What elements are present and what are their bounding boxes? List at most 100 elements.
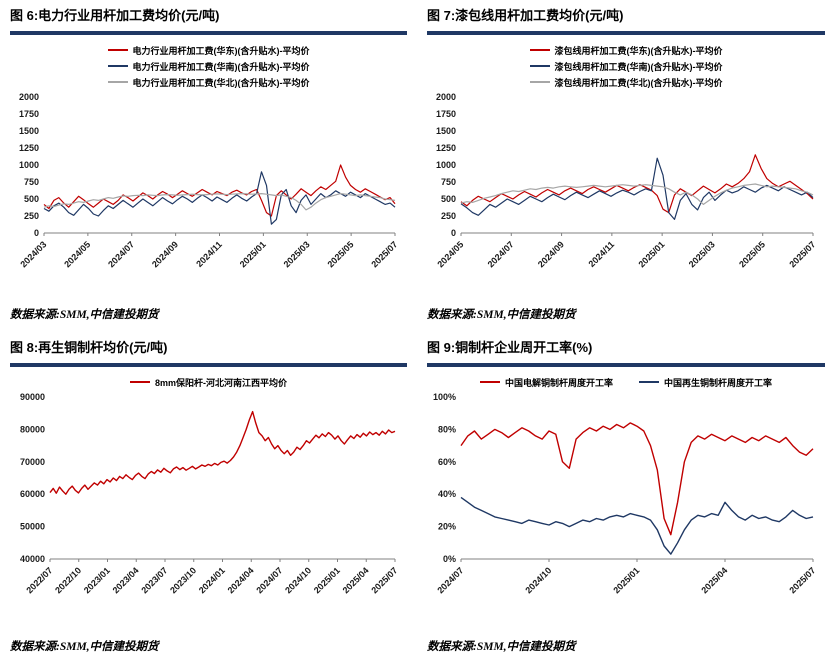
chart-svg: 0 250 500 750 1000 1250 1500 1750 2000 2024/03 202…	[18, 92, 399, 269]
y-tick-label: 500	[24, 194, 39, 204]
y-tick-label: 0	[451, 228, 456, 238]
y-tick-label: 1500	[19, 126, 39, 136]
series-line-1	[460, 496, 814, 555]
series-line-2	[43, 192, 396, 211]
y-tick-label: 70000	[20, 456, 45, 466]
panel-title-fig7: 图 7:漆包线用杆加工费均价(元/吨)	[427, 8, 624, 23]
x-tick-label: 2024/07	[254, 565, 284, 595]
legend-item-0: 中国电解铜制杆周度开工率	[479, 376, 613, 389]
y-tick-label: 750	[24, 177, 39, 187]
x-tick-label: 2024/09	[150, 239, 180, 269]
y-tick-label: 1000	[436, 160, 456, 170]
series-line-0	[49, 410, 396, 495]
x-tick-label: 2025/05	[325, 239, 355, 269]
x-tick-label: 2023/04	[111, 565, 141, 595]
legend-item-0: 8mm保阳杆-河北河南江西平均价	[129, 376, 287, 389]
panel-title-fig9: 图 9:铜制杆企业周开工率(%)	[427, 340, 593, 355]
x-tick-label: 2023/07	[139, 565, 169, 595]
x-tick-label: 2025/04	[699, 565, 729, 595]
source-note-fig7: 数据来源:SMM,中信建投期货	[427, 309, 576, 321]
y-tick-label: 0	[34, 228, 39, 238]
x-tick-label: 2024/01	[197, 565, 227, 595]
source-note-fig8: 数据来源:SMM,中信建投期货	[10, 641, 159, 653]
source-note-fig9: 数据来源:SMM,中信建投期货	[427, 641, 576, 653]
legend-marker	[529, 49, 550, 52]
legend-marker	[529, 81, 550, 84]
legend-label: 中国再生铜制杆周度开工率	[664, 377, 773, 388]
y-tick-label: 20%	[438, 521, 456, 531]
y-tick-label: 60000	[20, 489, 45, 499]
legend-label: 漆包线用杆加工费(华北)(含升贴水)-平均价	[554, 77, 723, 88]
panel-fig9: 图 9:铜制杆企业周开工率(%) 中国电解铜制杆周度开工率 中国再生铜制杆周度开工…	[417, 332, 835, 664]
series-line-2	[460, 182, 814, 205]
legend-marker	[479, 381, 500, 384]
x-tick-label: 2025/07	[787, 565, 817, 595]
chart-legend-fig8: 8mm保阳杆-河北河南江西平均价	[10, 376, 407, 389]
legend-item-1: 漆包线用杆加工费(华南)(含升贴水)-平均价	[529, 60, 723, 73]
chart-svg: 0 250 500 750 1000 1250 1500 1750 2000 2024/05 202…	[435, 92, 817, 269]
chart-plot-fig9: 0% 20% 40% 60% 80% 100% 2024/07 2024/10 2025/01 2…	[427, 391, 825, 608]
y-tick-label: 0%	[443, 554, 456, 564]
x-tick-label: 2024/05	[435, 239, 465, 269]
legend-marker	[639, 381, 659, 384]
x-tick-label: 2024/09	[536, 239, 566, 269]
y-tick-label: 500	[441, 194, 456, 204]
title-rule	[427, 30, 825, 35]
title-rule	[427, 362, 825, 367]
chart-legend-fig7: 漆包线用杆加工费(华东)(含升贴水)-平均价漆包线用杆加工费(华南)(含升贴水)…	[529, 44, 723, 89]
legend-label: 电力行业用杆加工费(华东)(含升贴水)-平均价	[132, 45, 310, 56]
legend-label: 电力行业用杆加工费(华南)(含升贴水)-平均价	[132, 61, 310, 72]
chart-svg: 4000050000600007000080000900002022/07202…	[20, 392, 399, 595]
x-tick-label: 2024/03	[18, 239, 48, 269]
x-tick-label: 2025/01	[238, 239, 268, 269]
legend-label: 漆包线用杆加工费(华东)(含升贴水)-平均价	[554, 45, 723, 56]
series-line-0	[43, 163, 396, 217]
y-tick-label: 2000	[436, 92, 456, 102]
panel-title-fig8: 图 8:再生铜制杆均价(元/吨)	[10, 340, 168, 355]
title-rule	[10, 362, 407, 367]
x-tick-label: 2024/11	[194, 239, 224, 269]
y-tick-label: 1250	[436, 143, 456, 153]
panel-fig7: 图 7:漆包线用杆加工费均价(元/吨) 漆包线用杆加工费(华东)(含升贴水)-平…	[417, 0, 835, 332]
y-tick-label: 750	[441, 177, 456, 187]
x-tick-label: 2024/07	[435, 565, 465, 595]
legend-marker	[529, 65, 550, 68]
legend-item-1: 电力行业用杆加工费(华南)(含升贴水)-平均价	[107, 60, 310, 73]
x-tick-label: 2025/01	[611, 565, 641, 595]
y-tick-label: 2000	[19, 92, 39, 102]
chart-svg: 0% 20% 40% 60% 80% 100% 2024/07 2024/10 2025/01 2…	[433, 392, 817, 595]
x-tick-label: 2022/07	[24, 565, 54, 595]
x-tick-label: 2024/07	[486, 239, 516, 269]
y-tick-label: 60%	[438, 456, 456, 466]
y-tick-label: 100%	[433, 392, 456, 402]
chart-legend-fig9: 中国电解铜制杆周度开工率 中国再生铜制杆周度开工率	[427, 376, 825, 389]
x-tick-label: 2024/04	[226, 565, 256, 595]
legend-item-2: 漆包线用杆加工费(华北)(含升贴水)-平均价	[529, 76, 723, 89]
legend-label: 中国电解铜制杆周度开工率	[504, 377, 613, 388]
x-tick-label: 2025/01	[312, 565, 342, 595]
y-tick-label: 250	[441, 211, 456, 221]
chart-plot-fig7: 0 250 500 750 1000 1250 1500 1750 2000 2024/05 202…	[427, 91, 825, 282]
y-tick-label: 40000	[20, 554, 45, 564]
x-tick-label: 2024/10	[283, 565, 313, 595]
legend-item-0: 漆包线用杆加工费(华东)(含升贴水)-平均价	[529, 44, 723, 57]
y-tick-label: 1500	[436, 126, 456, 136]
x-tick-label: 2025/05	[737, 239, 767, 269]
y-tick-label: 1750	[19, 109, 39, 119]
series-line-0	[460, 421, 814, 535]
legend-item-2: 电力行业用杆加工费(华北)(含升贴水)-平均价	[107, 76, 310, 89]
y-tick-label: 80%	[438, 424, 456, 434]
y-tick-label: 40%	[438, 489, 456, 499]
y-tick-label: 1000	[19, 160, 39, 170]
series-line-1	[43, 170, 396, 225]
chart-legend-fig6: 电力行业用杆加工费(华东)(含升贴水)-平均价 电力行业用杆加工费(华南)(含升贴…	[107, 44, 310, 89]
x-tick-label: 2025/07	[787, 239, 817, 269]
y-tick-label: 90000	[20, 392, 45, 402]
x-tick-label: 2025/01	[636, 239, 666, 269]
x-tick-label: 2025/03	[687, 239, 717, 269]
legend-label: 电力行业用杆加工费(华北)(含升贴水)-平均价	[132, 77, 310, 88]
y-tick-label: 1250	[19, 143, 39, 153]
panel-fig6: 图 6:电力行业用杆加工费均价(元/吨) 电力行业用杆加工费(华东)(含升贴水)…	[0, 0, 417, 332]
source-note-fig6: 数据来源:SMM,中信建投期货	[10, 309, 159, 321]
